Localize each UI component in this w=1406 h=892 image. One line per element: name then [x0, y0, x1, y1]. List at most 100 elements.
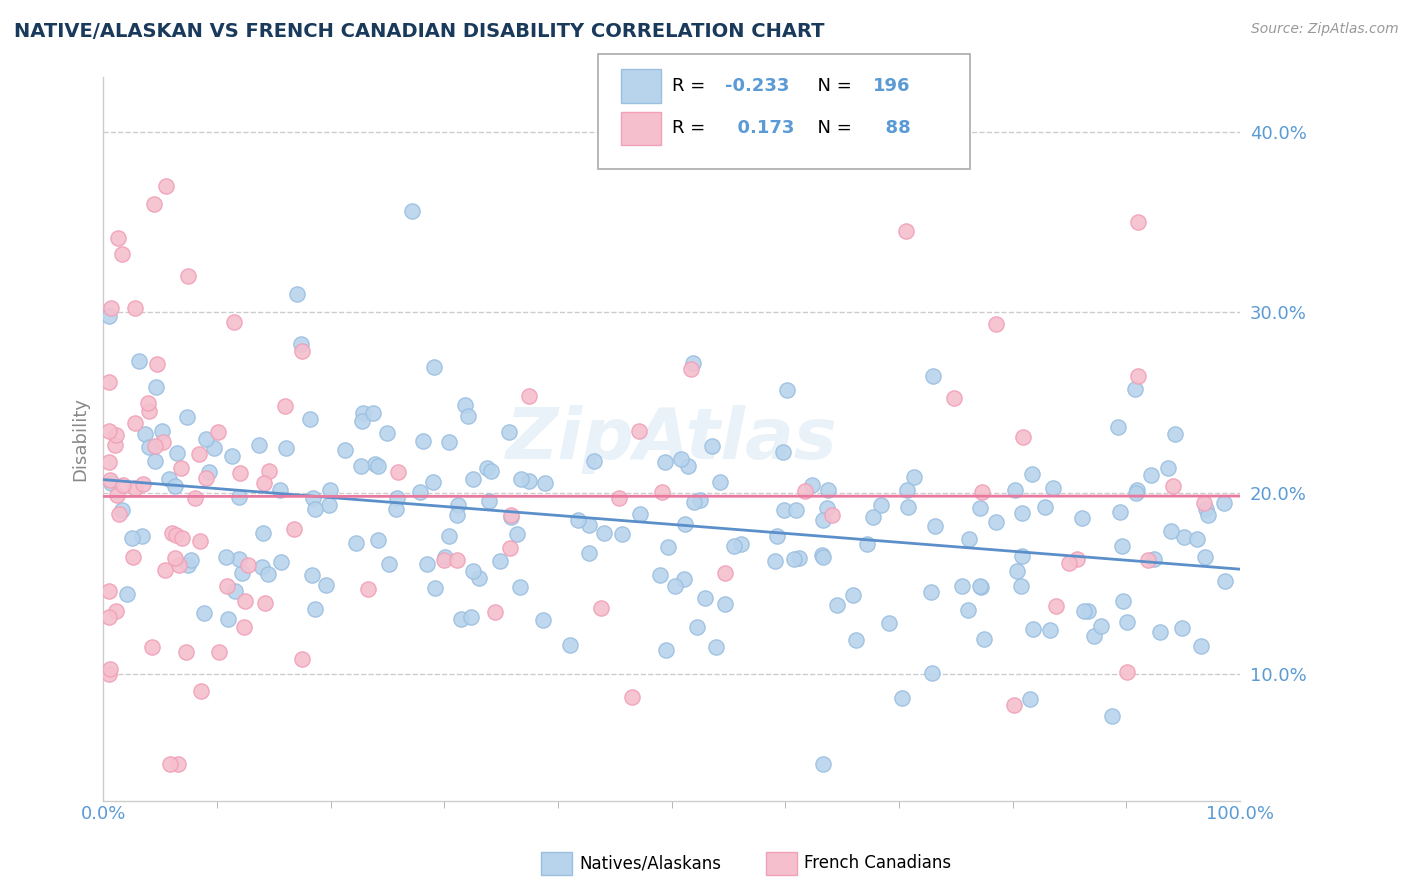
Point: [224, 584, 246, 599]
Point: [505, 527, 527, 541]
Point: [290, 337, 312, 351]
Point: [1021, 467, 1043, 482]
Point: [891, 691, 914, 706]
Text: N =: N =: [806, 120, 858, 137]
Point: [1189, 639, 1212, 653]
Point: [124, 416, 146, 430]
Point: [903, 470, 925, 484]
Point: [302, 491, 325, 506]
Point: [269, 483, 291, 498]
Text: ZipAtlas: ZipAtlas: [506, 405, 838, 474]
Point: [228, 491, 250, 505]
Point: [772, 444, 794, 458]
Point: [141, 640, 163, 654]
Point: [174, 645, 197, 659]
Point: [1011, 549, 1033, 563]
Point: [713, 597, 735, 611]
Point: [138, 440, 160, 454]
Point: [673, 516, 696, 531]
Point: [97, 455, 120, 469]
Point: [1173, 530, 1195, 544]
Point: [825, 598, 848, 612]
Point: [775, 383, 797, 397]
Point: [1101, 709, 1123, 723]
Point: [896, 224, 918, 238]
Point: [97, 376, 120, 390]
Point: [510, 472, 533, 486]
Point: [1195, 502, 1218, 516]
Point: [484, 605, 506, 619]
Point: [145, 379, 167, 393]
Point: [357, 582, 380, 596]
Point: [499, 541, 522, 555]
Point: [98, 662, 121, 676]
Point: [105, 604, 128, 618]
Point: [1038, 623, 1060, 637]
Point: [124, 301, 146, 315]
Point: [714, 566, 737, 580]
Point: [166, 446, 188, 460]
Point: [984, 516, 1007, 530]
Point: [1045, 599, 1067, 613]
Point: [1042, 481, 1064, 495]
Point: [1126, 215, 1149, 229]
Point: [845, 632, 868, 647]
Point: [682, 356, 704, 370]
Point: [1022, 622, 1045, 636]
Point: [1109, 505, 1132, 519]
Point: [143, 197, 166, 211]
Point: [1073, 604, 1095, 618]
Point: [121, 531, 143, 545]
Point: [676, 459, 699, 474]
Point: [145, 439, 167, 453]
Point: [651, 484, 673, 499]
Point: [155, 178, 177, 193]
Point: [591, 601, 613, 615]
Point: [453, 398, 475, 412]
Point: [628, 508, 651, 522]
Point: [813, 549, 835, 564]
Point: [97, 610, 120, 624]
Point: [1197, 508, 1219, 522]
Point: [188, 447, 211, 461]
Point: [138, 404, 160, 418]
Point: [1171, 621, 1194, 635]
Point: [273, 400, 295, 414]
Point: [461, 472, 484, 486]
Point: [517, 475, 540, 489]
Point: [128, 354, 150, 368]
Point: [970, 580, 993, 594]
Point: [1004, 483, 1026, 498]
Point: [190, 683, 212, 698]
Point: [270, 556, 292, 570]
Point: [970, 485, 993, 500]
Point: [257, 566, 280, 581]
Point: [921, 666, 943, 681]
Point: [723, 539, 745, 553]
Point: [957, 532, 980, 546]
Point: [416, 557, 439, 571]
Point: [1136, 552, 1159, 566]
Point: [1192, 496, 1215, 510]
Point: [578, 518, 600, 533]
Point: [772, 503, 794, 517]
Point: [683, 494, 706, 508]
Point: [349, 459, 371, 474]
Point: [215, 579, 238, 593]
Point: [423, 360, 446, 375]
Point: [765, 529, 787, 543]
Point: [450, 612, 472, 626]
Point: [763, 554, 786, 568]
Point: [655, 643, 678, 657]
Point: [145, 357, 167, 371]
Point: [499, 508, 522, 522]
Point: [702, 439, 724, 453]
Point: [924, 519, 946, 533]
Point: [150, 424, 173, 438]
Point: [177, 269, 200, 284]
Point: [378, 557, 401, 571]
Point: [567, 513, 589, 527]
Point: [664, 579, 686, 593]
Point: [143, 454, 166, 468]
Point: [1112, 594, 1135, 608]
